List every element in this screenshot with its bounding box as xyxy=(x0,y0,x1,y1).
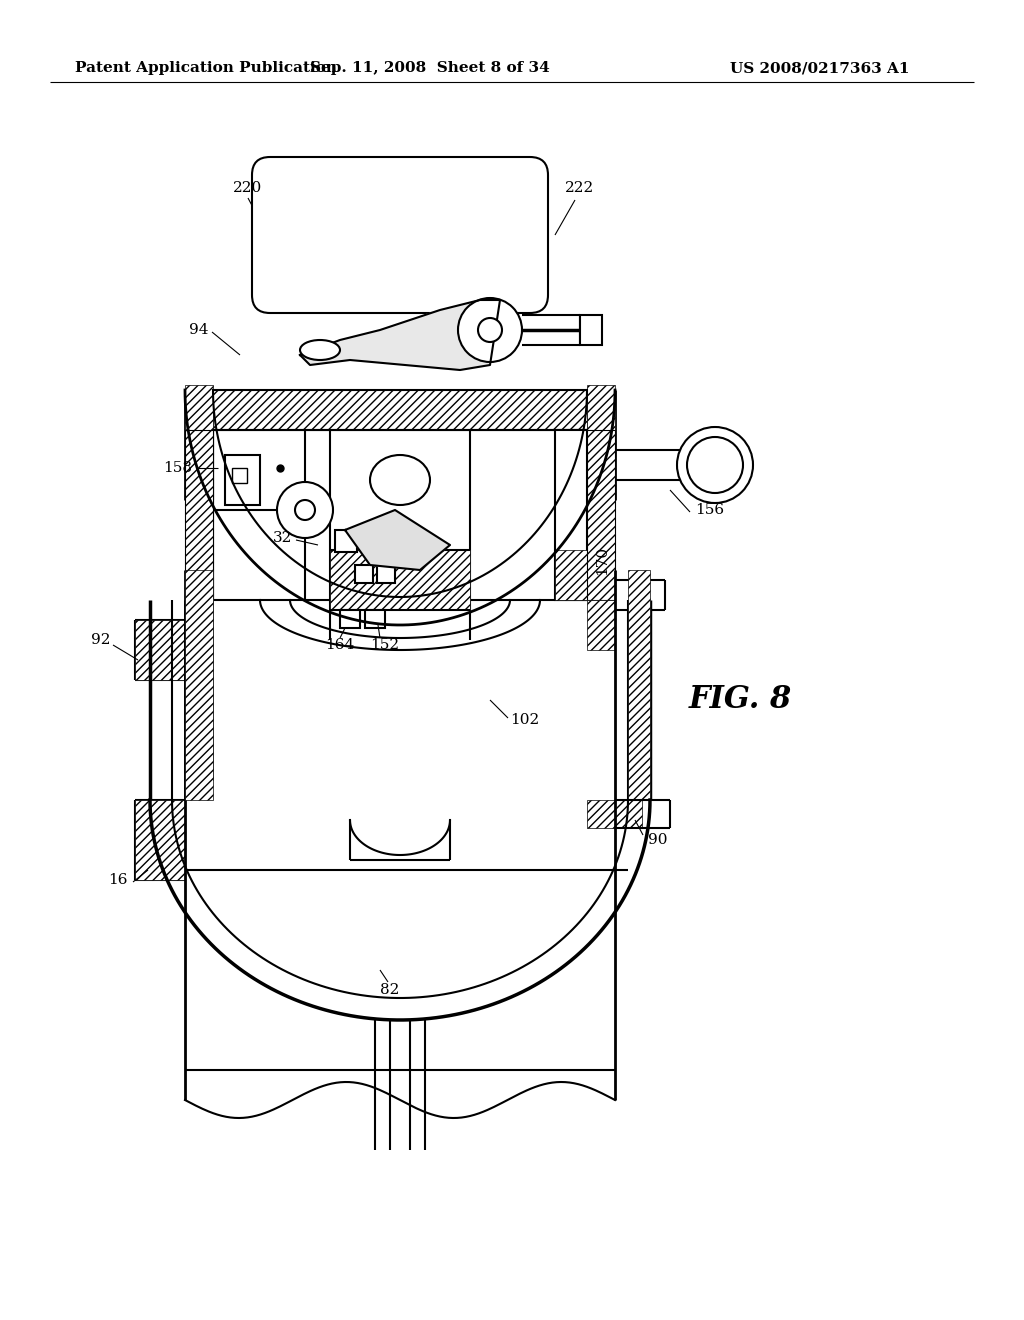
Bar xyxy=(135,620,185,680)
Bar xyxy=(355,565,373,583)
Bar xyxy=(340,610,360,628)
Text: 156: 156 xyxy=(695,503,724,517)
Text: US 2008/0217363 A1: US 2008/0217363 A1 xyxy=(730,61,909,75)
Ellipse shape xyxy=(370,455,430,506)
FancyBboxPatch shape xyxy=(252,157,548,313)
Bar xyxy=(587,800,642,828)
Text: 152: 152 xyxy=(371,638,399,652)
Text: 32: 32 xyxy=(272,531,292,545)
Text: Patent Application Publication: Patent Application Publication xyxy=(75,61,337,75)
Bar xyxy=(330,550,470,610)
Text: 158: 158 xyxy=(163,461,193,475)
Bar xyxy=(555,430,587,601)
Text: 102: 102 xyxy=(510,713,540,727)
Text: 164: 164 xyxy=(326,638,354,652)
Polygon shape xyxy=(345,510,450,570)
Bar xyxy=(587,601,615,649)
Bar xyxy=(185,385,213,495)
Bar xyxy=(335,531,357,552)
Text: 90: 90 xyxy=(648,833,668,847)
Polygon shape xyxy=(300,300,500,370)
Text: Sep. 11, 2008  Sheet 8 of 34: Sep. 11, 2008 Sheet 8 of 34 xyxy=(310,61,550,75)
Text: FIG. 8: FIG. 8 xyxy=(688,685,792,715)
Text: 16: 16 xyxy=(109,873,128,887)
Text: 222: 222 xyxy=(565,181,595,195)
Bar xyxy=(587,385,615,495)
Bar xyxy=(580,315,602,345)
Bar xyxy=(185,430,213,601)
Circle shape xyxy=(478,318,502,342)
Bar xyxy=(225,455,260,506)
Bar xyxy=(185,570,213,800)
Circle shape xyxy=(295,500,315,520)
Bar xyxy=(232,469,247,483)
Bar xyxy=(587,430,615,601)
Bar xyxy=(185,601,213,780)
Circle shape xyxy=(687,437,743,492)
Text: 94: 94 xyxy=(188,323,208,337)
Bar xyxy=(555,550,587,601)
Circle shape xyxy=(677,426,753,503)
Bar xyxy=(377,565,395,583)
Text: 92: 92 xyxy=(90,634,110,647)
Text: 220: 220 xyxy=(233,181,262,195)
Circle shape xyxy=(458,298,522,362)
Bar xyxy=(135,800,185,880)
Circle shape xyxy=(278,482,333,539)
Bar xyxy=(213,389,587,430)
Ellipse shape xyxy=(300,341,340,360)
Text: 170: 170 xyxy=(595,545,609,574)
Text: 82: 82 xyxy=(380,983,399,997)
Bar xyxy=(365,610,385,628)
Bar xyxy=(628,570,650,800)
